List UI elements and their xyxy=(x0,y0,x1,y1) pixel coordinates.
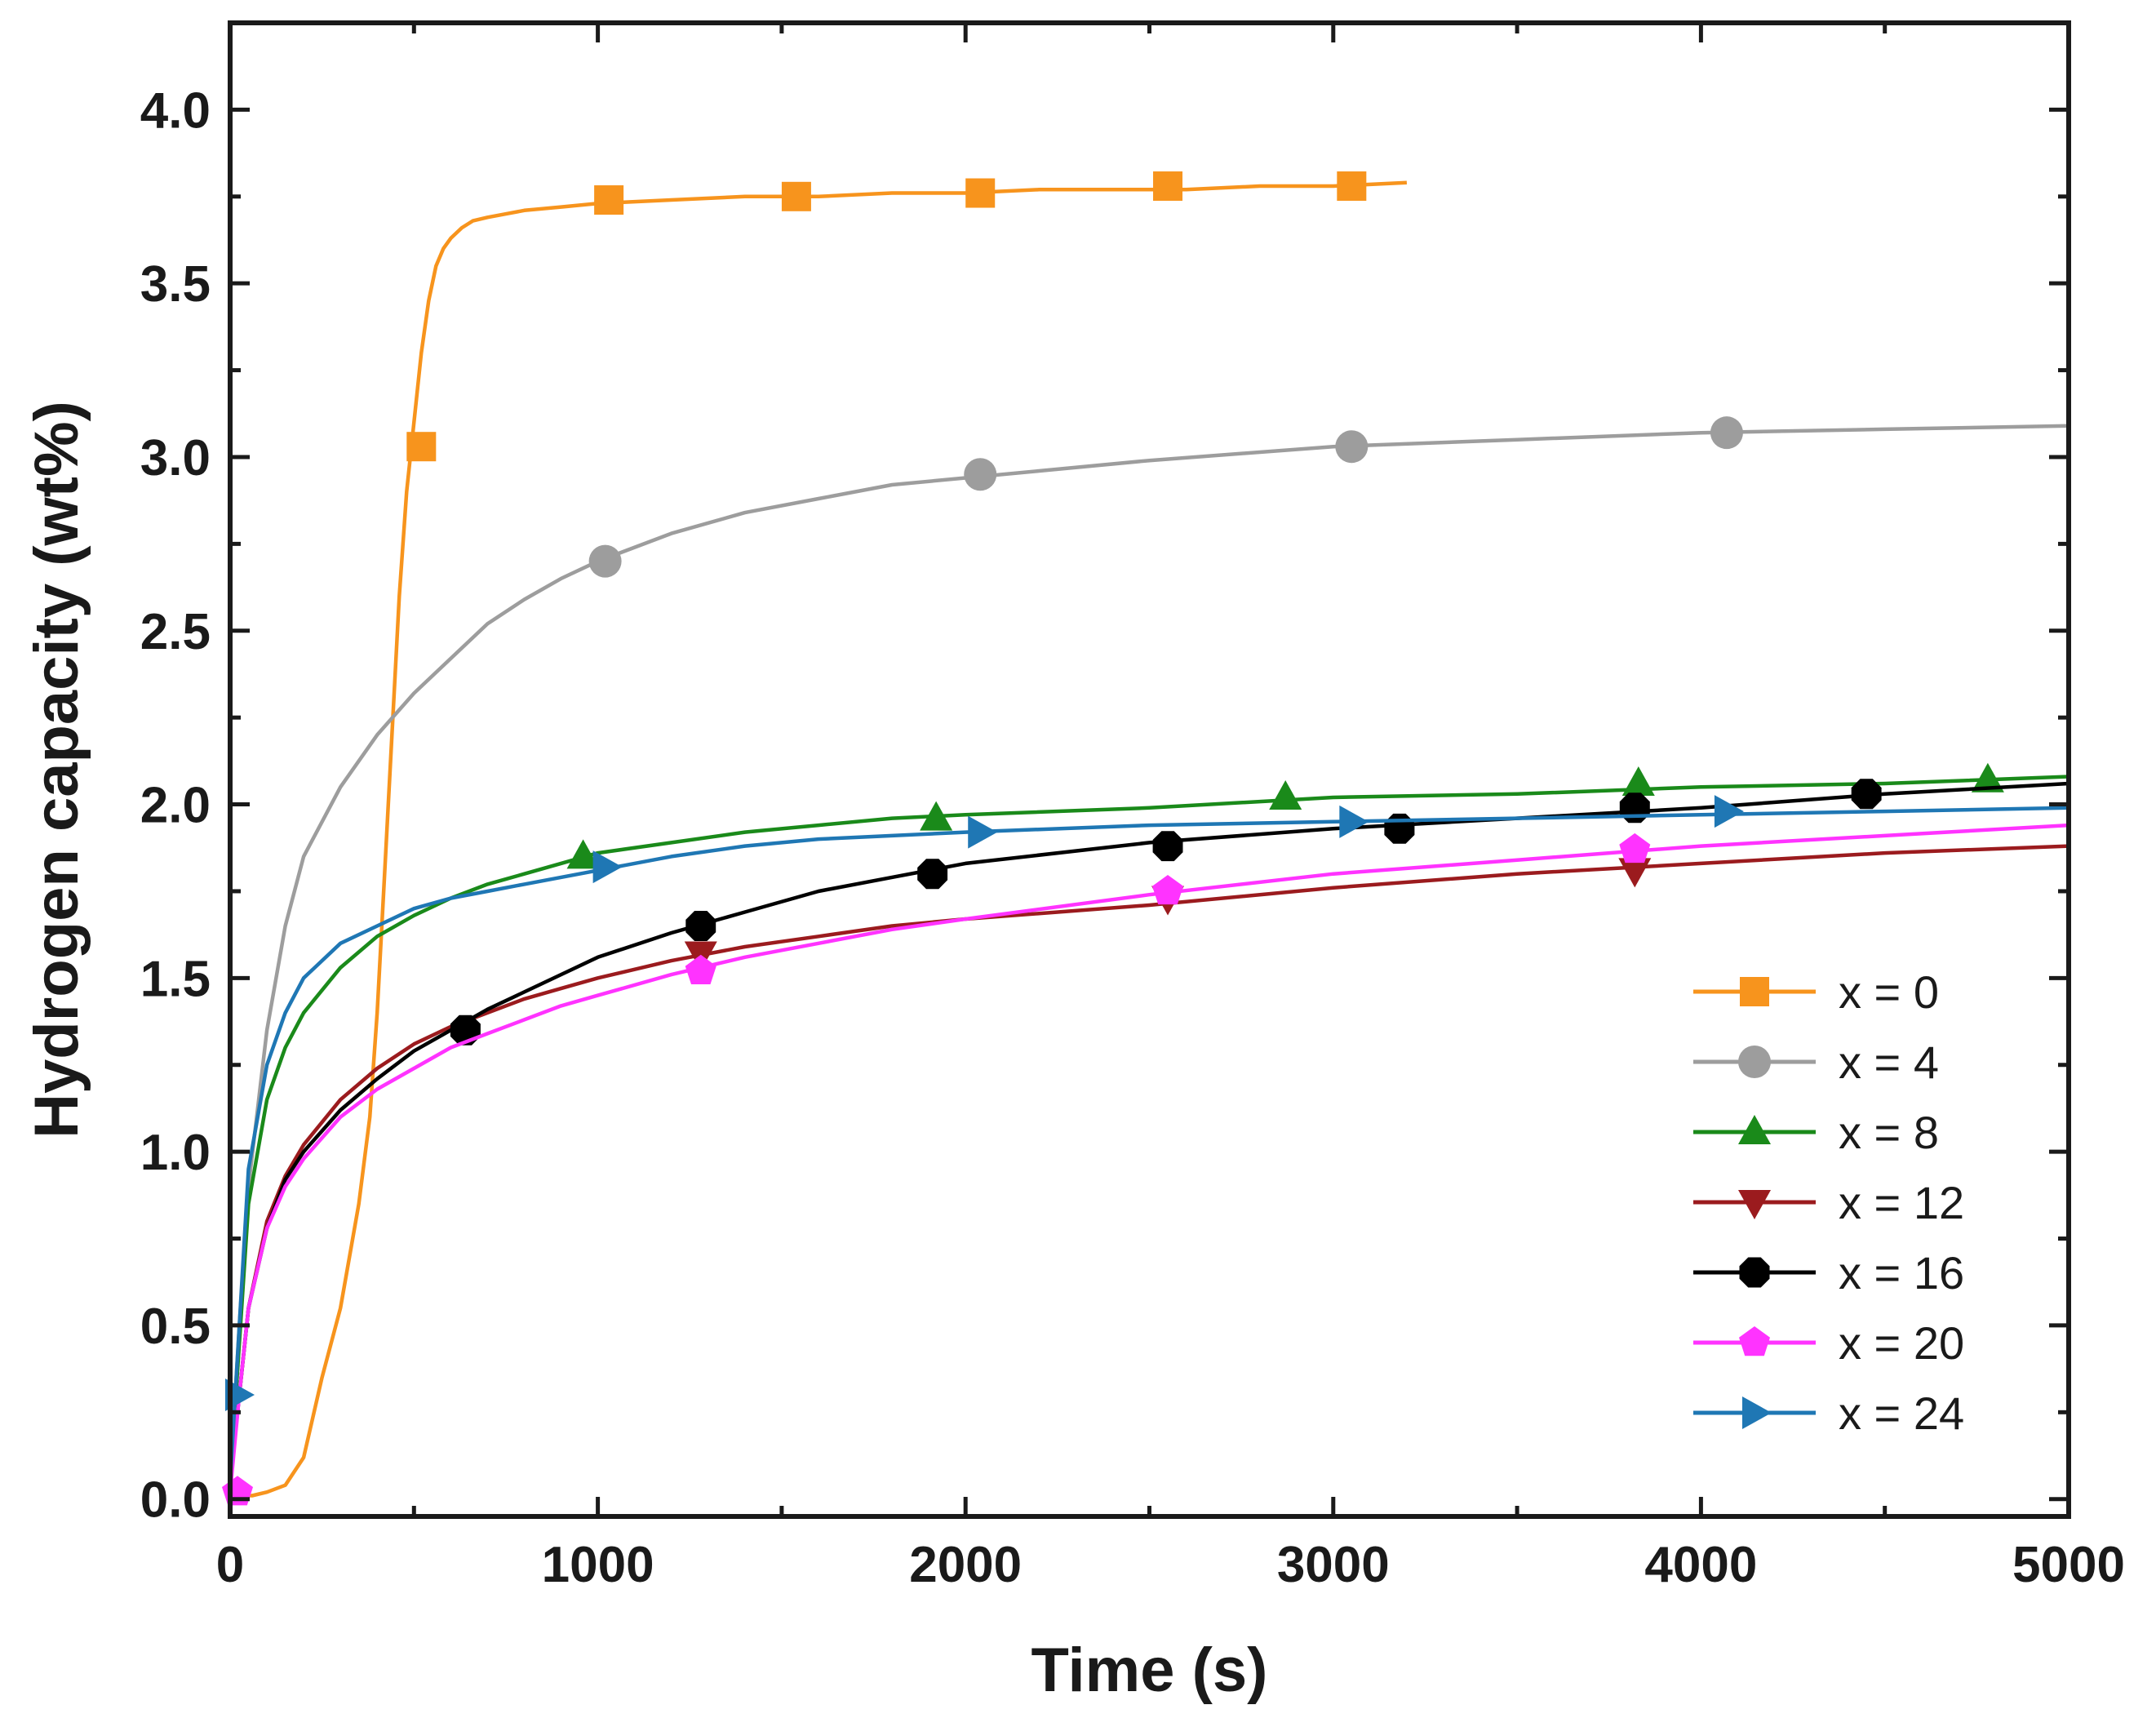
y-tick-label: 3.0 xyxy=(140,430,211,486)
series-marker xyxy=(685,911,716,941)
legend-label: x = 16 xyxy=(1839,1247,1964,1299)
x-tick-labels: 0 1000 2000 3000 4000 5000 xyxy=(216,1537,2125,1593)
series-marker xyxy=(1621,766,1655,797)
series-marker xyxy=(588,544,622,578)
axis-ticks xyxy=(228,23,2071,1516)
series-marker xyxy=(1710,416,1743,450)
legend-item: x = 0 xyxy=(1693,966,1939,1018)
legend-marker xyxy=(1739,1257,1770,1288)
legend-label: x = 4 xyxy=(1839,1037,1939,1088)
legend-item: x = 4 xyxy=(1693,1037,1939,1088)
series-marker xyxy=(917,859,948,890)
series-marker xyxy=(1152,831,1183,862)
legend-label: x = 8 xyxy=(1839,1107,1939,1158)
series-0 xyxy=(229,171,1408,1498)
x-tick-label: 0 xyxy=(216,1537,244,1593)
series-marker xyxy=(685,954,716,984)
series-marker xyxy=(965,178,996,208)
legend-marker xyxy=(1739,1326,1770,1356)
series-marker xyxy=(964,458,997,491)
series-marker xyxy=(225,1379,255,1412)
series-line xyxy=(228,781,2069,1482)
series-marker xyxy=(1384,813,1415,844)
legend-label: x = 12 xyxy=(1839,1177,1964,1228)
y-tick-label: 3.5 xyxy=(140,256,211,313)
x-tick-label: 5000 xyxy=(2012,1537,2125,1593)
series-marker xyxy=(781,181,811,211)
series-line xyxy=(228,844,2069,1482)
y-tick-label: 2.5 xyxy=(140,604,211,660)
series-marker xyxy=(566,839,600,869)
x-axis-title: Time (s) xyxy=(1031,1636,1267,1705)
series-marker xyxy=(1335,430,1369,464)
legend-label: x = 20 xyxy=(1839,1317,1964,1369)
legend-marker xyxy=(1738,1115,1771,1144)
legend-item: x = 24 xyxy=(1693,1387,1964,1439)
x-tick-label: 2000 xyxy=(909,1537,1022,1593)
series-marker xyxy=(592,850,623,884)
plot-marks xyxy=(222,171,2069,1506)
series-marker xyxy=(1619,832,1651,864)
series-marker xyxy=(920,801,953,831)
series-marker xyxy=(406,432,437,462)
series-marker xyxy=(1153,171,1183,202)
plot-frame xyxy=(228,20,2071,1519)
series-marker xyxy=(594,185,624,215)
x-tick-label: 1000 xyxy=(542,1537,654,1593)
series-marker xyxy=(1337,171,1367,202)
series-line xyxy=(229,180,1408,1498)
y-tick-label: 4.0 xyxy=(140,82,211,139)
series-line xyxy=(228,424,2069,1482)
x-tick-label: 3000 xyxy=(1277,1537,1390,1593)
legend-item: x = 20 xyxy=(1693,1317,1964,1369)
y-tick-label: 1.5 xyxy=(140,951,211,1007)
y-tick-label: 2.0 xyxy=(140,778,211,834)
series-marker xyxy=(1851,779,1882,810)
legend-marker xyxy=(1738,1046,1771,1078)
legend-marker xyxy=(1742,1396,1772,1429)
series-marker xyxy=(1619,793,1650,824)
series-line xyxy=(228,775,2069,1482)
legend-item: x = 8 xyxy=(1693,1107,1939,1158)
legend: x = 0 x = 4 x = 8 x = 12 x = 16 x = 20 x = 24 xyxy=(1693,966,1964,1439)
y-tick-label: 1.0 xyxy=(140,1125,211,1181)
y-tick-labels: 0.0 0.5 1.0 1.5 2.0 2.5 3.0 3.5 4.0 xyxy=(140,82,211,1528)
legend-marker xyxy=(1740,977,1769,1006)
series-5 xyxy=(222,823,2069,1506)
series-line xyxy=(228,806,2069,1482)
series-marker xyxy=(1339,805,1369,838)
x-tick-label: 4000 xyxy=(1644,1537,1757,1593)
legend-label: x = 24 xyxy=(1839,1387,1964,1439)
series-3 xyxy=(228,844,2069,1482)
y-tick-label: 0.5 xyxy=(140,1299,211,1355)
y-tick-label: 0.0 xyxy=(140,1472,211,1529)
legend-marker xyxy=(1738,1190,1771,1219)
series-marker xyxy=(968,815,998,849)
series-2 xyxy=(228,762,2069,1482)
series-marker xyxy=(1269,780,1302,810)
legend-item: x = 16 xyxy=(1693,1247,1964,1299)
legend-label: x = 0 xyxy=(1839,966,1939,1018)
series-marker xyxy=(1618,858,1652,888)
series-marker xyxy=(1971,762,2004,793)
series-marker xyxy=(1714,795,1744,828)
y-axis-title: Hydrogen capacity (wt%) xyxy=(22,401,91,1139)
series-6 xyxy=(225,795,2069,1482)
legend-item: x = 12 xyxy=(1693,1177,1964,1228)
series-1 xyxy=(228,416,2069,1482)
series-marker xyxy=(1152,875,1184,905)
series-line xyxy=(228,823,2069,1493)
